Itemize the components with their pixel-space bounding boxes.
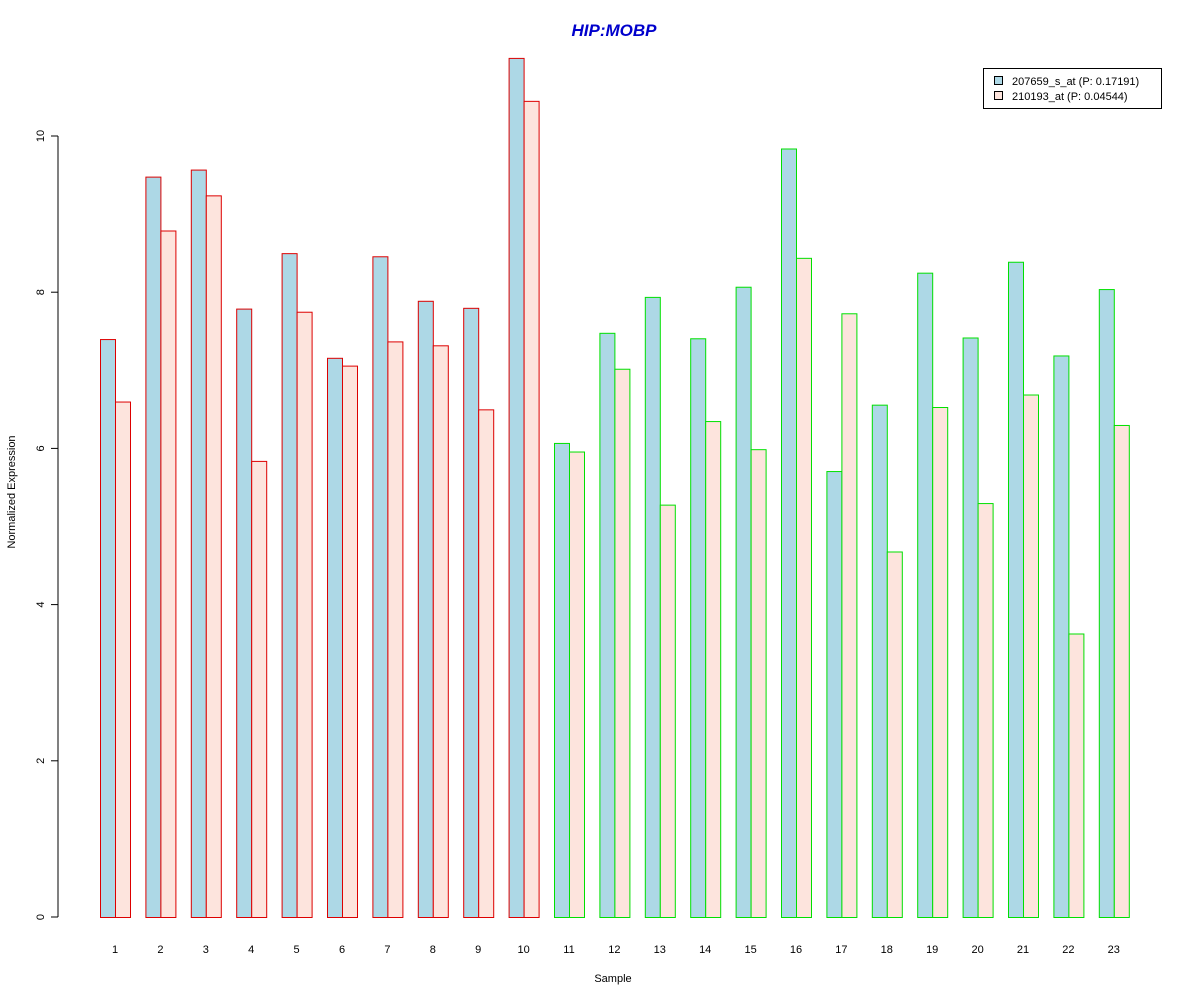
bar-series-1 [871, 404, 888, 918]
bar-series-2 [886, 551, 903, 918]
legend-label: 210193_at (P: 0.04544) [1012, 91, 1128, 103]
legend: 207659_s_at (P: 0.17191) 210193_at (P: 0.… [983, 68, 1162, 109]
bar-series-1 [327, 357, 343, 918]
bar-series-2 [614, 368, 631, 919]
bar-series-1 [145, 176, 162, 918]
bar-series-1 [599, 332, 616, 918]
bar-series-1 [735, 286, 752, 919]
x-tick-label: 14 [699, 944, 711, 956]
bar-series-2 [569, 451, 585, 918]
bar-series-2 [705, 421, 722, 918]
bar-series-1 [962, 337, 979, 918]
bar-series-1 [1008, 261, 1024, 918]
x-tick-label: 4 [248, 944, 254, 956]
bar-series-2 [387, 341, 404, 918]
bar-series-2 [432, 345, 449, 919]
x-tick-label: 2 [157, 944, 163, 956]
x-tick-label: 13 [654, 944, 666, 956]
bar-series-1 [1053, 355, 1070, 918]
bar-series-1 [917, 272, 934, 918]
x-tick-label: 3 [203, 944, 209, 956]
x-tick-label: 21 [1017, 944, 1029, 956]
x-tick-label: 16 [790, 944, 802, 956]
x-tick-label: 23 [1108, 944, 1120, 956]
bar-series-2 [796, 257, 812, 918]
chart-title: HIP:MOBP [572, 21, 658, 40]
bar-series-2 [296, 311, 313, 919]
x-tick-label: 7 [384, 944, 390, 956]
x-tick-label: 15 [744, 944, 756, 956]
y-tick-label: 2 [35, 758, 47, 764]
x-tick-label: 1 [112, 944, 118, 956]
x-tick-label: 10 [517, 944, 529, 956]
bar-series-2 [523, 100, 540, 919]
bar-series-1 [1098, 289, 1115, 918]
bar-series-1 [372, 256, 389, 918]
bar-series-1 [826, 471, 843, 918]
bar-series-1 [190, 169, 207, 918]
x-axis: 1 2 3 4 5 6 7 8 9 10 11 12 13 14 15 16 17 18 19 20 21 22 23 [112, 944, 1120, 956]
y-axis: 0 2 4 6 8 10 [35, 130, 59, 920]
bar-series-2 [1113, 424, 1130, 918]
x-tick-label: 8 [430, 944, 436, 956]
x-tick-label: 20 [971, 944, 983, 956]
x-tick-label: 18 [881, 944, 893, 956]
x-tick-label: 19 [926, 944, 938, 956]
y-tick-label: 6 [35, 445, 47, 451]
y-tick-label: 10 [35, 130, 47, 142]
x-tick-label: 5 [294, 944, 300, 956]
bar-series-2 [1023, 394, 1039, 918]
y-tick-label: 8 [35, 289, 47, 295]
y-axis-title: Normalized Expression [6, 435, 18, 548]
bar-series-1 [236, 308, 253, 918]
bar-series-1 [781, 148, 797, 919]
bar-series-2 [977, 503, 994, 918]
bar-series-2 [251, 460, 268, 918]
y-tick-label: 4 [35, 602, 47, 608]
bar-series-2 [205, 195, 222, 918]
legend-box [983, 68, 1162, 109]
x-tick-label: 12 [608, 944, 620, 956]
legend-swatch [994, 91, 1003, 100]
legend-swatch [994, 76, 1003, 85]
x-tick-label: 11 [563, 944, 574, 956]
bar-series-1 [554, 442, 570, 918]
bar-series-2 [659, 504, 676, 918]
bar-series-2 [342, 365, 358, 918]
bar-series-2 [115, 401, 131, 919]
x-axis-title: Sample [594, 973, 631, 985]
x-tick-label: 6 [339, 944, 345, 956]
bar-series-1 [281, 253, 298, 918]
bar-series-1 [690, 338, 707, 918]
bar-series-2 [478, 409, 495, 918]
bar-series-1 [644, 296, 661, 918]
bar-series-2 [750, 449, 767, 918]
bar-series-1 [508, 57, 525, 918]
bar-series-1 [463, 307, 480, 918]
x-tick-label: 17 [835, 944, 847, 956]
x-tick-label: 9 [475, 944, 481, 956]
legend-label: 207659_s_at (P: 0.17191) [1012, 76, 1139, 88]
bar-series-1 [100, 339, 116, 918]
bar-series-2 [1068, 633, 1085, 918]
x-tick-label: 22 [1062, 944, 1074, 956]
bar-series-1 [417, 300, 434, 918]
bar-series-2 [932, 407, 949, 918]
y-tick-label: 0 [35, 914, 47, 920]
bars [100, 57, 1130, 919]
bar-series-2 [160, 230, 177, 919]
bar-series-2 [841, 313, 858, 918]
